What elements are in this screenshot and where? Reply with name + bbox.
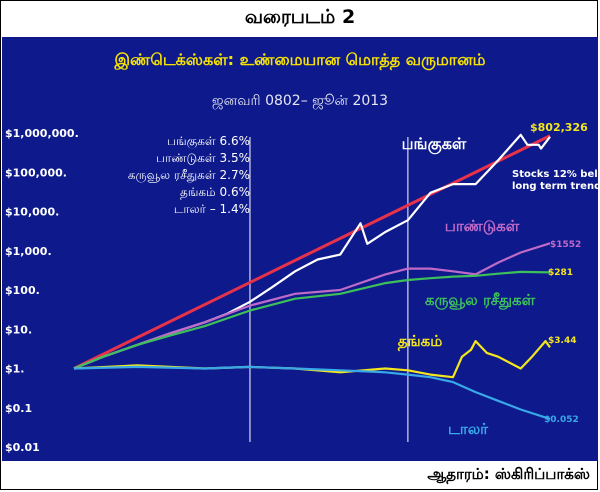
y-tick-label: $0.01 [5, 441, 40, 454]
figure-label: வரைபடம் 2 [244, 6, 356, 28]
series-name-label: கருவூல ரசீதுகள் [425, 291, 536, 310]
y-tick-label: $1. [5, 363, 25, 376]
series-end-label: $3.44 [548, 336, 576, 346]
annotation-line-1: Stocks 12% below [512, 169, 598, 180]
annotation-line-2: long term trend [512, 181, 598, 192]
series-name-label: பாண்டுகள் [445, 217, 520, 235]
y-tick-label: $1,000,000. [5, 127, 79, 140]
return-rate-label: கருவூல ரசீதுகள் 2.7% [128, 168, 250, 183]
series-line [73, 365, 551, 420]
y-tick-label: $10,000. [5, 206, 59, 219]
chart-svg: இண்டெக்ஸ்கள்: உண்மையான மொத்த வருமானம் ஜன… [5, 50, 600, 454]
return-rate-label: பங்குகள் 6.6% [167, 134, 250, 148]
y-tick-label: $100. [5, 284, 40, 297]
return-rate-label: தங்கம் 0.6% [180, 185, 250, 199]
series-name-label: டாலர் [448, 420, 489, 438]
y-tick-label: $10. [5, 323, 32, 336]
chart-subtitle: ஜனவரி 0802– ஜூன் 2013 [212, 93, 388, 110]
series-end-label: $1552 [550, 240, 581, 250]
y-tick-label: $1,000. [5, 245, 52, 258]
y-tick-label: $0.1 [5, 402, 32, 415]
series-line [73, 340, 551, 379]
series-end-label: $281 [548, 268, 573, 278]
series-end-label: $802,326 [530, 121, 588, 134]
chart-title: இண்டெக்ஸ்கள்: உண்மையான மொத்த வருமானம் [113, 50, 485, 70]
series-end-label: $0.052 [544, 415, 579, 425]
series-line [73, 270, 551, 370]
source-credit: ஆதாரம்: ஸ்கிரிப்பாக்ஸ் [427, 465, 590, 483]
return-rate-label: பாண்டுகள் 3.5% [156, 151, 250, 165]
trend-line [73, 134, 551, 370]
series-name-label: பங்குகள் [402, 134, 467, 155]
chart-panel: இண்டெக்ஸ்கள்: உண்மையான மொத்த வருமானம் ஜன… [2, 37, 600, 461]
series-name-label: தங்கம் [398, 332, 443, 351]
y-tick-label: $100,000. [5, 166, 67, 179]
return-rate-label: டாலர் – 1.4% [174, 202, 250, 216]
